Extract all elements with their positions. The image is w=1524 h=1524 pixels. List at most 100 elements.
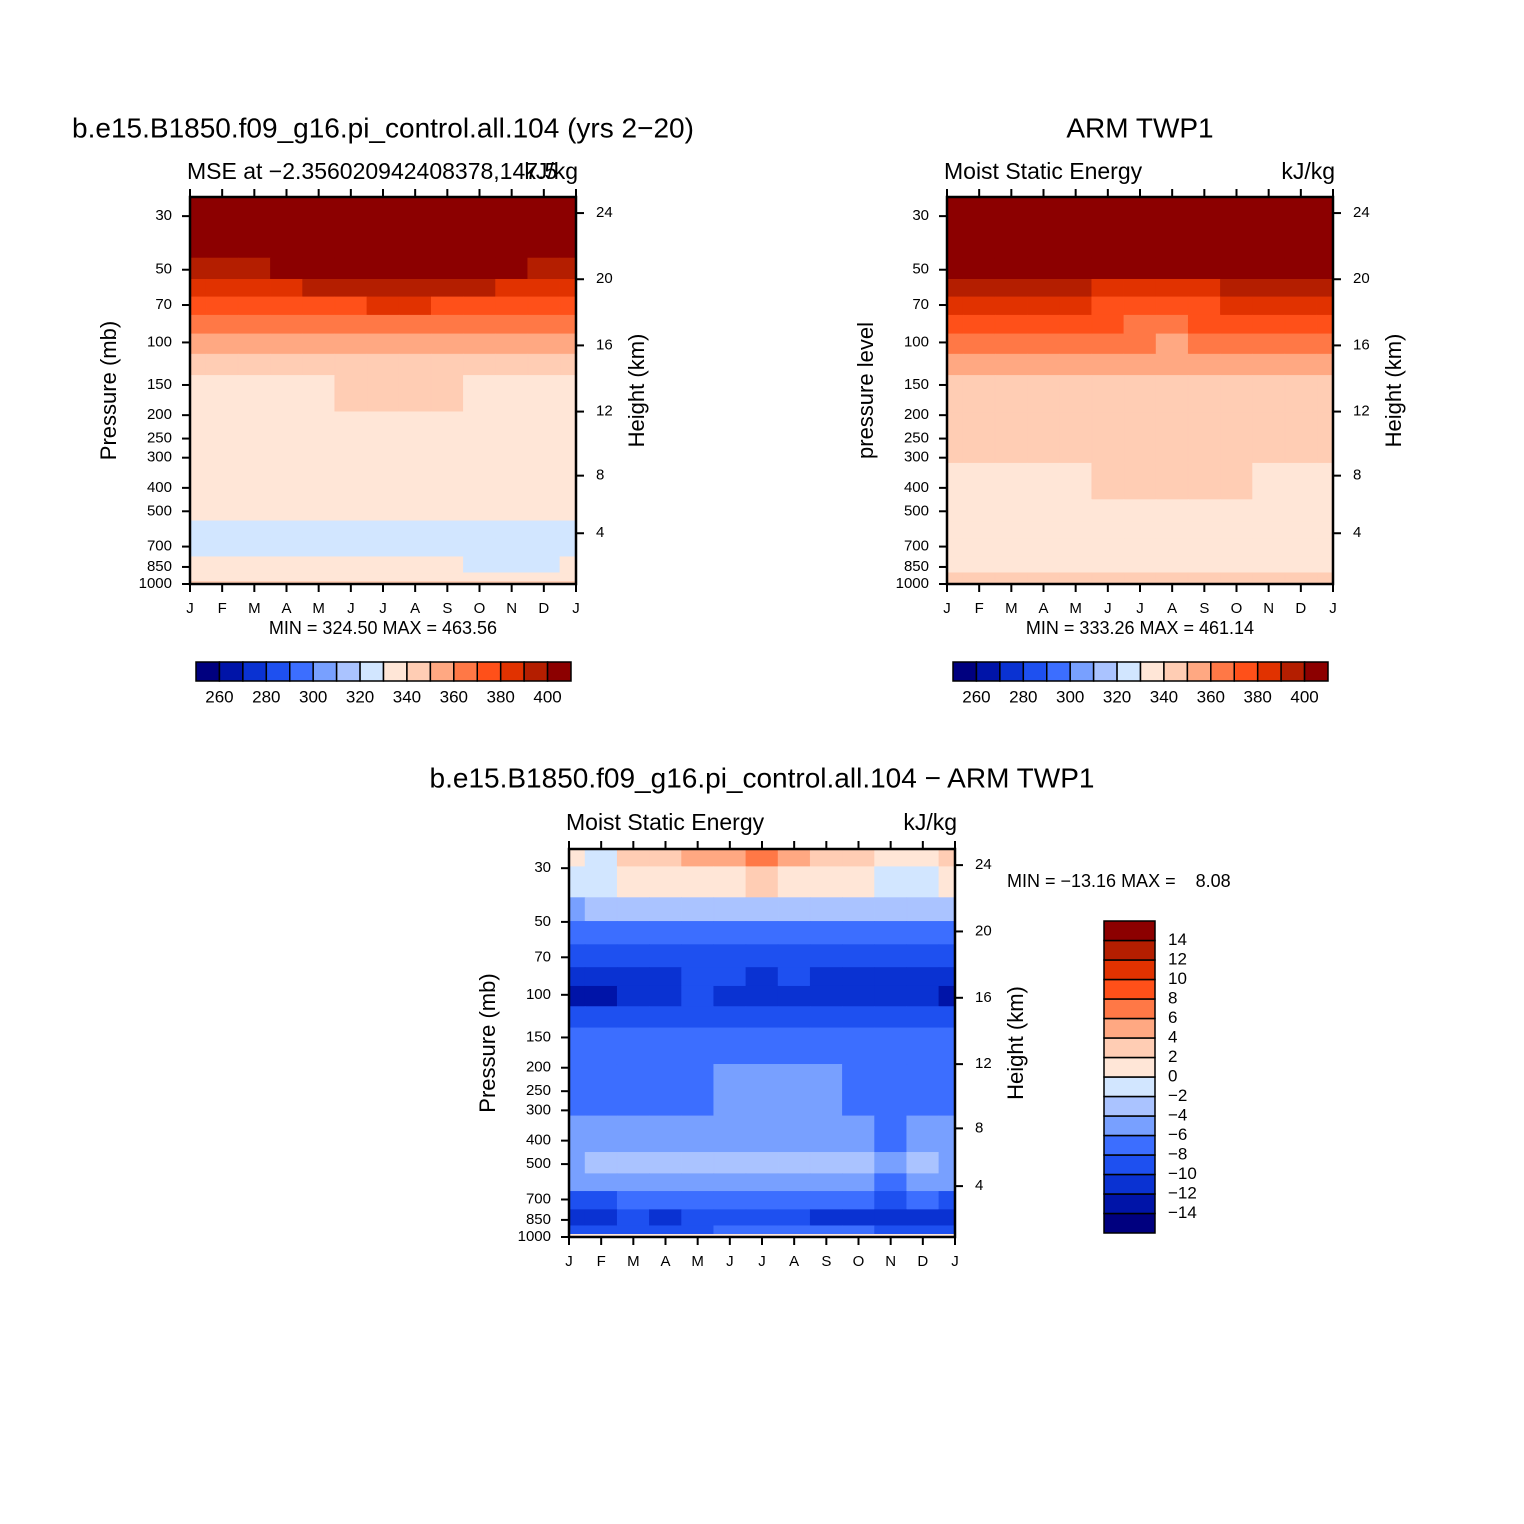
y-tick-label: 100: [526, 986, 551, 1003]
contour-cell: [430, 257, 464, 280]
contour-cell: [430, 375, 464, 413]
contour-cell: [334, 520, 368, 539]
contour-cell: [366, 257, 400, 280]
contour-cell: [1155, 520, 1189, 539]
contour-cell: [649, 1191, 682, 1210]
contour-cell: [237, 411, 271, 464]
contour-cell: [205, 556, 239, 574]
contour-cell: [938, 944, 956, 968]
contour-cell: [1187, 411, 1221, 464]
contour-cell: [559, 499, 577, 522]
contour-cell: [874, 1152, 908, 1174]
contour-cell: [994, 556, 1028, 574]
x-tick-label: J: [943, 600, 951, 617]
y-tick-label: 70: [912, 296, 929, 313]
contour-cell: [189, 411, 207, 464]
contour-cell: [1059, 353, 1093, 376]
contour-cell: [649, 897, 682, 922]
colorbar-label: −10: [1168, 1164, 1197, 1183]
contour-cell: [527, 572, 561, 582]
contour-cell: [1284, 353, 1318, 376]
contour-cell: [874, 897, 908, 922]
contour-cell: [189, 538, 207, 558]
contour-cell: [334, 499, 368, 522]
contour-cell: [495, 196, 529, 222]
contour-cell: [1059, 333, 1093, 355]
contour-cell: [1155, 278, 1189, 298]
contour-cell: [962, 462, 996, 500]
colorbar-label: 280: [1009, 687, 1037, 706]
contour-cell: [559, 278, 577, 298]
colorbar-box: [1103, 920, 1156, 942]
contour-cell: [584, 1006, 618, 1029]
contour-cell: [302, 257, 336, 280]
contour-cell: [906, 1027, 940, 1065]
contour-cell: [1316, 314, 1334, 335]
contour-cell: [1027, 556, 1060, 574]
contour-cell: [1187, 556, 1221, 574]
contour-cell: [1316, 296, 1334, 316]
contour-cell: [842, 1006, 875, 1029]
contour-cell: [237, 499, 271, 522]
contour-cell: [938, 921, 956, 945]
contour-cell: [745, 1225, 779, 1235]
contour-cell: [1155, 572, 1189, 582]
contour-cell: [906, 1209, 940, 1227]
contour-cell: [366, 556, 400, 574]
contour-cell: [777, 1006, 811, 1029]
contour-cell: [809, 1064, 843, 1117]
contour-cell: [1123, 353, 1157, 376]
colorbar-label: −14: [1168, 1203, 1197, 1222]
contour-cell: [649, 921, 682, 945]
contour-cell: [616, 1064, 650, 1117]
contour-cell: [994, 572, 1028, 582]
x-tick-label: D: [538, 600, 549, 617]
contour-cell: [1059, 314, 1093, 335]
contour-cell: [745, 1191, 779, 1210]
contour-cell: [1284, 333, 1318, 355]
contour-cell: [366, 296, 400, 316]
contour-cell: [1027, 353, 1060, 376]
contour-cell: [842, 1152, 875, 1174]
contour-cell: [398, 196, 432, 222]
contour-cell: [527, 196, 561, 222]
contour-cell: [1091, 278, 1125, 298]
contour-cell: [237, 520, 271, 539]
contour-cell: [270, 520, 303, 539]
contour-cell: [874, 866, 908, 898]
contour-cell: [1155, 314, 1189, 335]
contour-cell: [1059, 572, 1093, 582]
contour-cell: [649, 1027, 682, 1065]
contour-cell: [1316, 196, 1334, 222]
contour-cell: [205, 411, 239, 464]
contour-cell: [527, 257, 561, 280]
contour-cell: [189, 257, 207, 280]
y-tick-label: 1000: [896, 575, 929, 592]
y2-tick-label: 12: [596, 403, 613, 420]
contour-cell: [463, 556, 496, 574]
contour-cell: [334, 196, 368, 222]
contour-cell: [713, 1225, 747, 1235]
y-tick-label: 400: [147, 479, 172, 496]
contour-cell: [430, 538, 464, 558]
contour-cell: [809, 1173, 843, 1192]
colorbar-box: [1303, 661, 1329, 682]
contour-cell: [568, 967, 586, 987]
contour-cell: [616, 921, 650, 945]
contour-cell: [205, 353, 239, 376]
contour-cell: [681, 1064, 715, 1117]
contour-cell: [946, 257, 964, 280]
contour-cell: [430, 556, 464, 574]
contour-cell: [205, 499, 239, 522]
y-axis-label: pressure level: [853, 322, 878, 459]
contour-cell: [809, 985, 843, 1007]
contour-cell: [1252, 572, 1286, 582]
contour-cell: [568, 1152, 586, 1174]
colorbar-label: 0: [1168, 1066, 1177, 1085]
x-tick-label: J: [758, 1253, 766, 1270]
contour-cell: [1123, 333, 1157, 355]
contour-cell: [649, 967, 682, 987]
y-tick-label: 400: [526, 1132, 551, 1149]
contour-cell: [189, 353, 207, 376]
colorbar-label: 320: [1103, 687, 1131, 706]
